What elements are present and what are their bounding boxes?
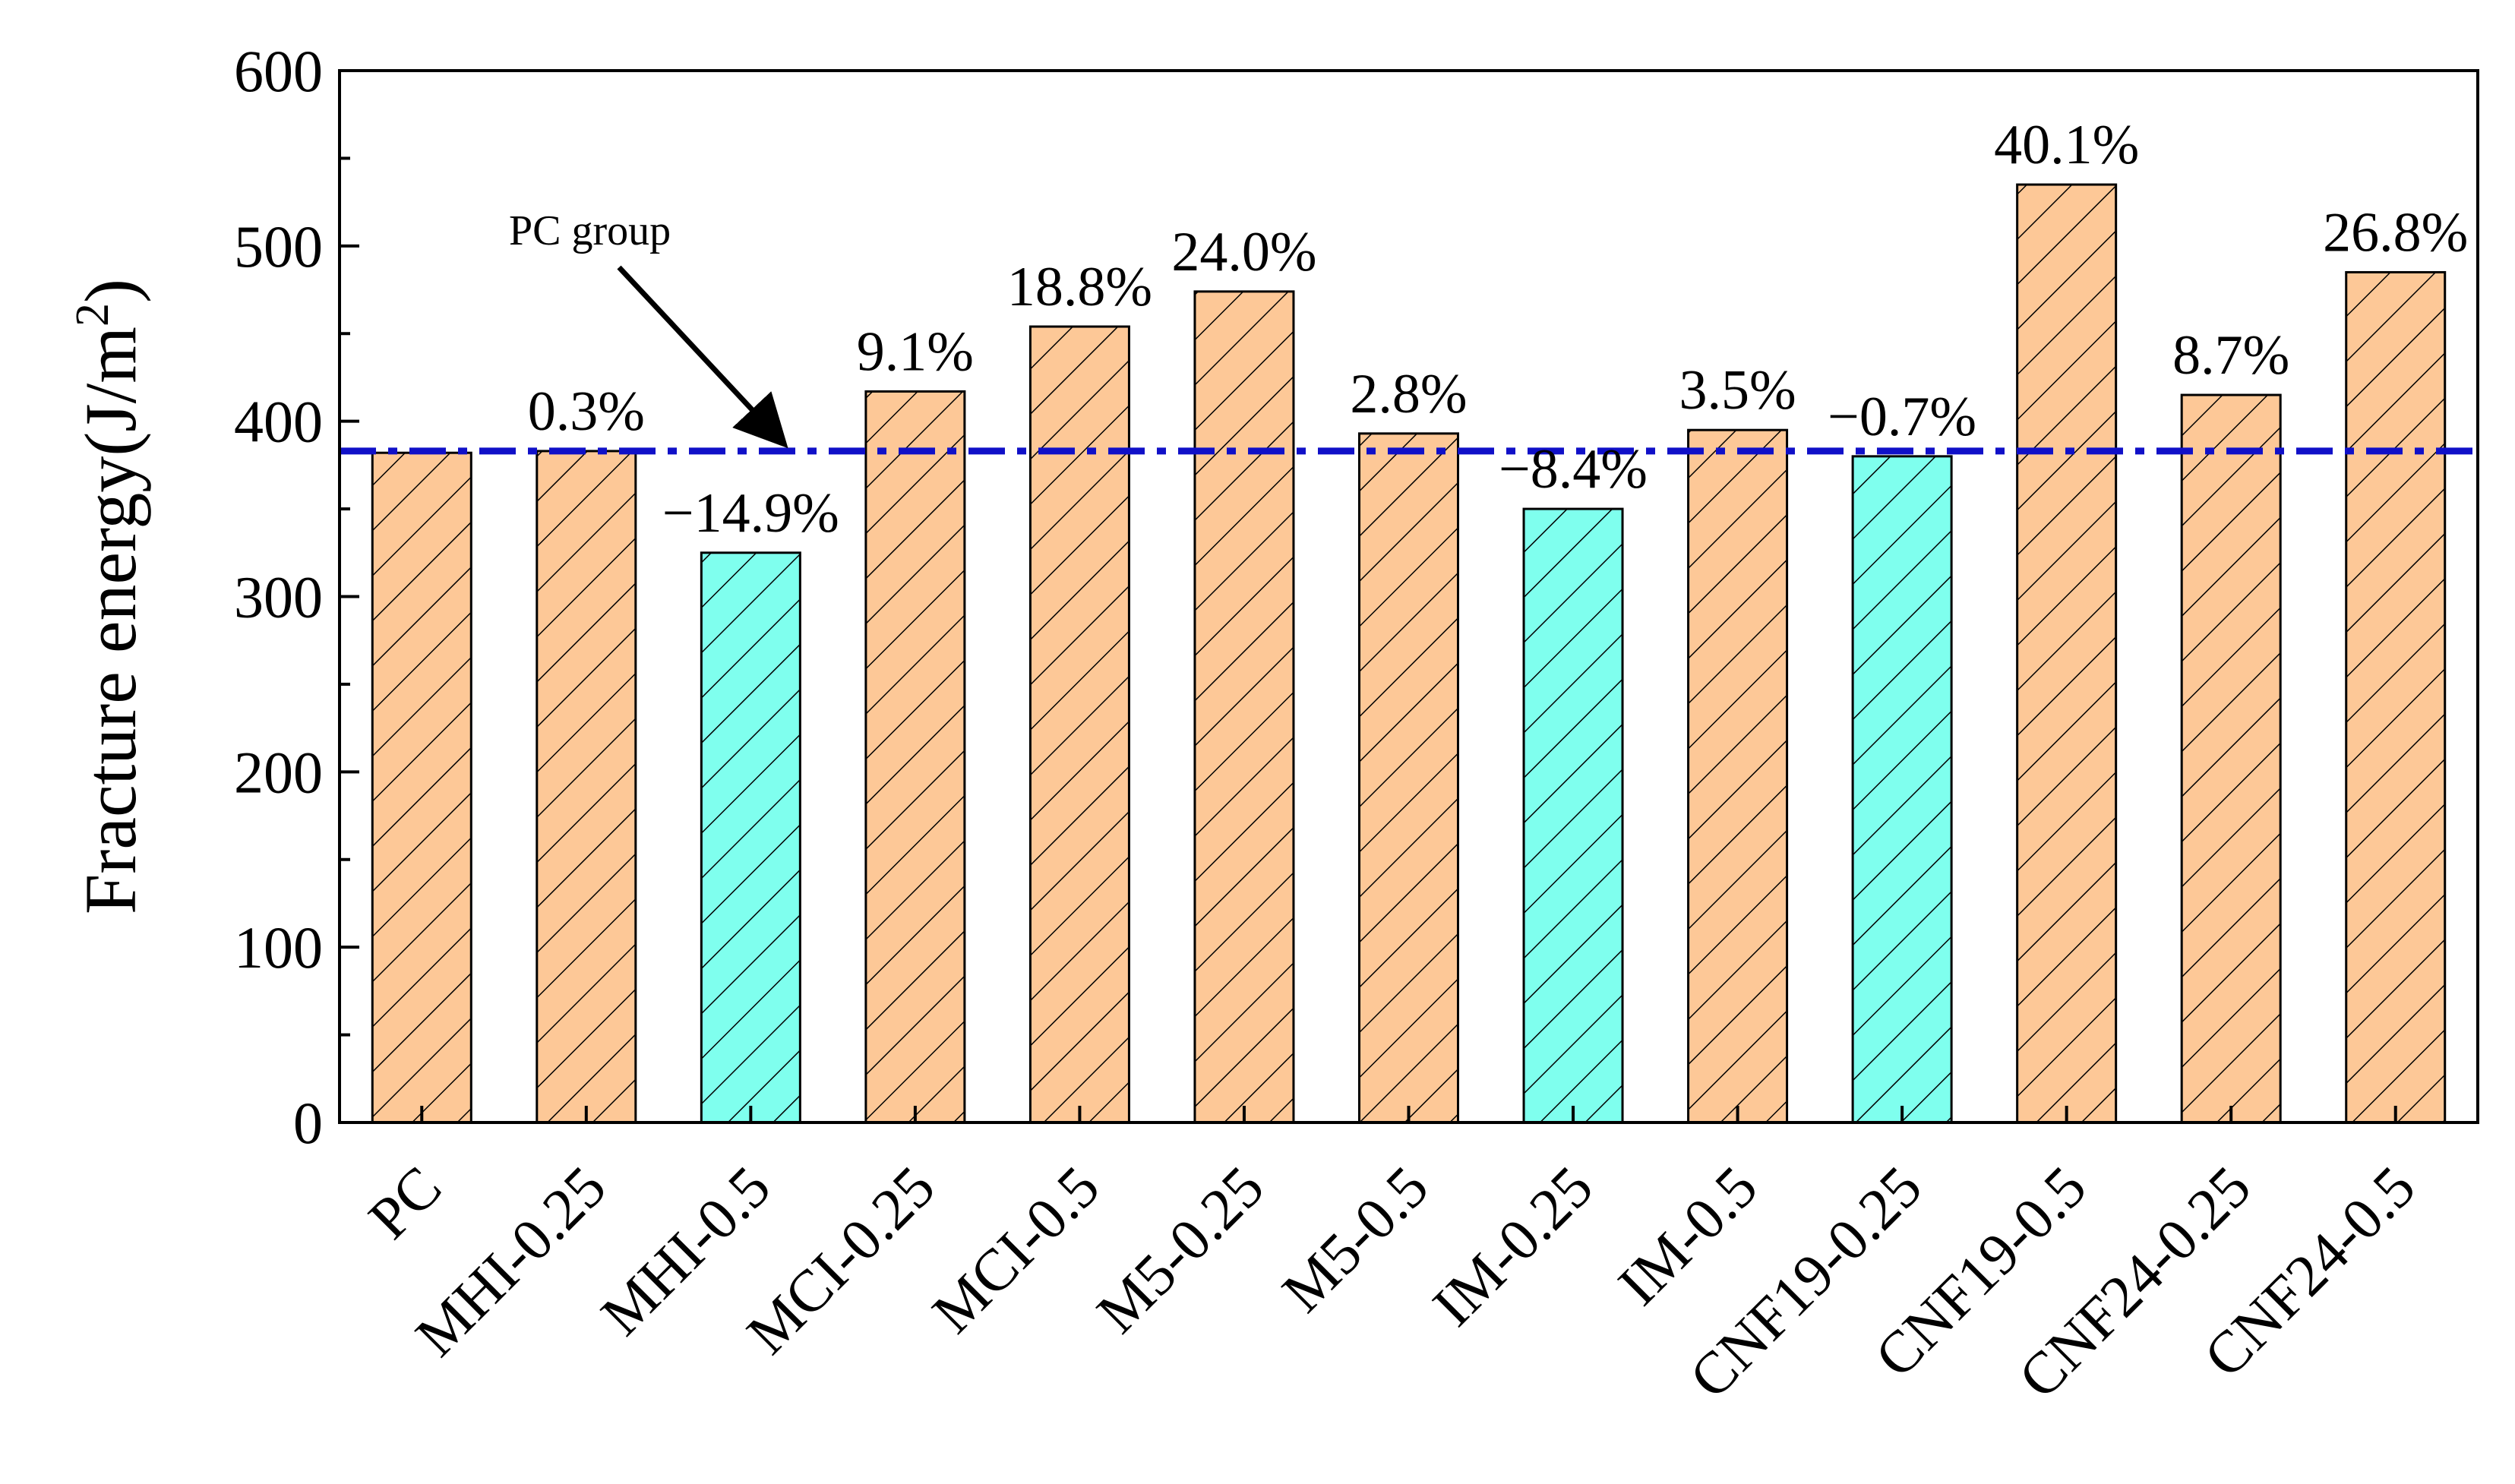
data-label-M5-0.25: 24.0% xyxy=(1171,221,1316,283)
y-axis-title-sup: 2 xyxy=(67,303,118,327)
bar-CNF19-0.5 xyxy=(2016,183,2118,1124)
data-labels-layer: PC group 0.3% −14.9% 9.1% 18.8% 24.0% 2.8% −8.4… xyxy=(509,114,2468,545)
data-label-CNF19-0.5: 40.1% xyxy=(1994,114,2139,176)
bar-IM-0.5 xyxy=(1687,428,1789,1124)
x-tick-label: M5-0.25 xyxy=(1084,1154,1276,1346)
bar-PC xyxy=(371,451,472,1124)
x-tick-label: MCI-0.5 xyxy=(919,1154,1111,1346)
x-tick-label: IM-0.25 xyxy=(1420,1154,1605,1339)
data-label-M5-0.5: 2.8% xyxy=(1350,363,1467,425)
x-tick-label: M5-0.5 xyxy=(1269,1154,1440,1325)
bar-MCI-0.5 xyxy=(1028,325,1130,1124)
data-label-CNF24-0.25: 8.7% xyxy=(2172,324,2289,387)
data-label-CNF24-0.5: 26.8% xyxy=(2323,201,2468,264)
y-tick-label: 0 xyxy=(293,1090,323,1156)
bar-CNF19-0.25 xyxy=(1851,455,1953,1124)
data-label-MHI-0.25: 0.3% xyxy=(528,380,645,443)
data-label-MHI-0.5: −14.9% xyxy=(662,482,839,545)
x-tick-label: IM-0.5 xyxy=(1605,1154,1769,1318)
y-tick-label: 100 xyxy=(234,914,323,980)
bar-IM-0.25 xyxy=(1522,507,1624,1124)
y-axis-title-text: Fracture energy(J/m xyxy=(70,327,151,914)
y-tick-label: 500 xyxy=(234,213,323,279)
bars-layer xyxy=(371,183,2447,1124)
bar-MCI-0.25 xyxy=(864,390,966,1124)
y-tick-label: 200 xyxy=(234,739,323,805)
data-label-CNF19-0.25: −0.7% xyxy=(1828,386,1976,448)
y-tick-label: 600 xyxy=(234,38,323,104)
bar-M5-0.5 xyxy=(1358,432,1459,1124)
bar-CNF24-0.25 xyxy=(2180,393,2282,1124)
bar-MHI-0.25 xyxy=(536,450,637,1124)
data-label-MCI-0.25: 9.1% xyxy=(857,320,974,383)
bar-CNF24-0.5 xyxy=(2345,270,2447,1124)
data-label-MCI-0.5: 18.8% xyxy=(1007,256,1152,318)
x-tick-label: PC xyxy=(355,1154,453,1252)
data-label-IM-0.25: −8.4% xyxy=(1499,438,1648,500)
bar-M5-0.25 xyxy=(1193,290,1295,1124)
data-label-IM-0.5: 3.5% xyxy=(1679,359,1796,422)
y-axis-title-close: ) xyxy=(70,279,151,303)
y-tick-label: 300 xyxy=(234,564,323,630)
y-tick-label: 400 xyxy=(234,389,323,455)
reference-label: PC group xyxy=(509,207,671,254)
reference-arrow xyxy=(617,265,788,449)
bar-MHI-0.5 xyxy=(700,551,801,1124)
y-axis-title: Fracture energy(J/m2) xyxy=(67,279,151,914)
